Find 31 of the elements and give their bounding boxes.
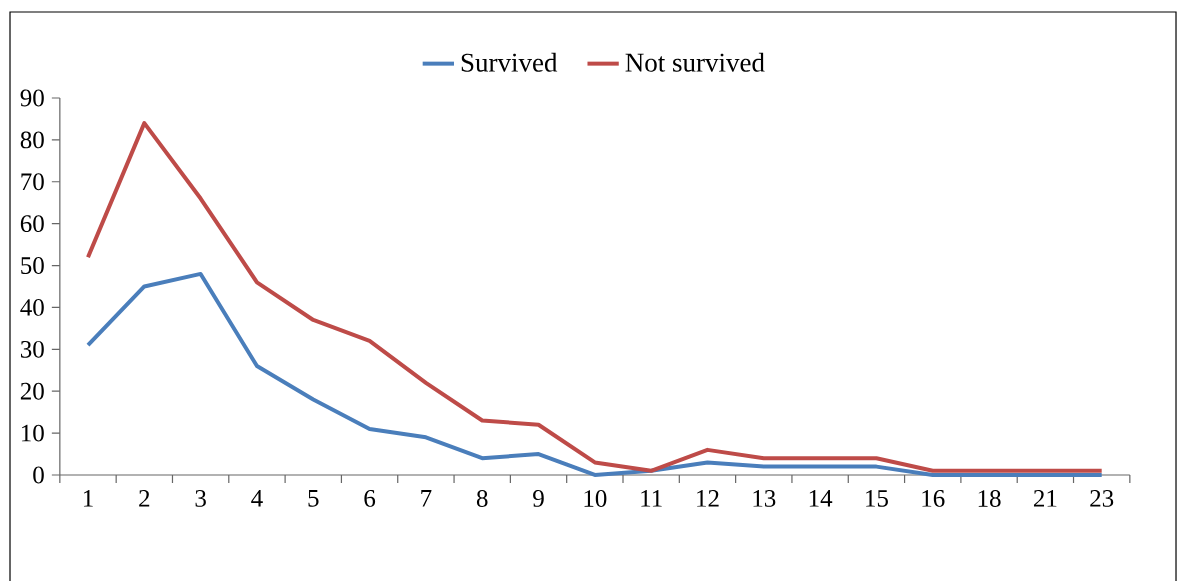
x-tick-label: 13 xyxy=(753,490,776,507)
y-tick-label: 20 xyxy=(20,382,44,400)
y-tick-label: 90 xyxy=(20,89,44,107)
x-tick-label: 3 xyxy=(195,490,206,507)
y-tick-label: 0 xyxy=(33,466,44,484)
x-tick-label: 12 xyxy=(697,490,719,507)
y-tick-label: 60 xyxy=(20,215,44,233)
y-tick-label: 80 xyxy=(20,131,44,149)
x-tick-label: 5 xyxy=(308,490,319,507)
x-tick-label: 11 xyxy=(641,490,662,507)
y-tick-label: 30 xyxy=(20,340,44,358)
x-tick-label: 15 xyxy=(866,490,888,507)
x-tick-label: 10 xyxy=(584,490,607,507)
y-tick-label: 10 xyxy=(21,424,44,442)
x-tick-label: 23 xyxy=(1090,490,1114,507)
x-tick-label: 1 xyxy=(83,490,93,507)
x-tick-label: 4 xyxy=(251,490,263,507)
x-tick-label: 16 xyxy=(922,490,945,507)
legend-label: Survived xyxy=(461,52,558,72)
x-tick-label: 14 xyxy=(809,490,833,507)
y-tick-label: 70 xyxy=(21,173,44,191)
x-tick-label: 9 xyxy=(533,490,544,507)
y-tick-label: 40 xyxy=(20,299,44,316)
x-tick-label: 2 xyxy=(139,490,150,507)
x-tick-label: 21 xyxy=(1033,490,1057,507)
x-tick-label: 8 xyxy=(476,490,488,507)
legend-label: Not survived xyxy=(625,52,765,72)
x-tick-label: 7 xyxy=(421,490,432,507)
y-tick-label: 50 xyxy=(21,257,44,274)
x-tick-label: 6 xyxy=(364,490,376,507)
x-tick-label: 18 xyxy=(978,490,1001,507)
